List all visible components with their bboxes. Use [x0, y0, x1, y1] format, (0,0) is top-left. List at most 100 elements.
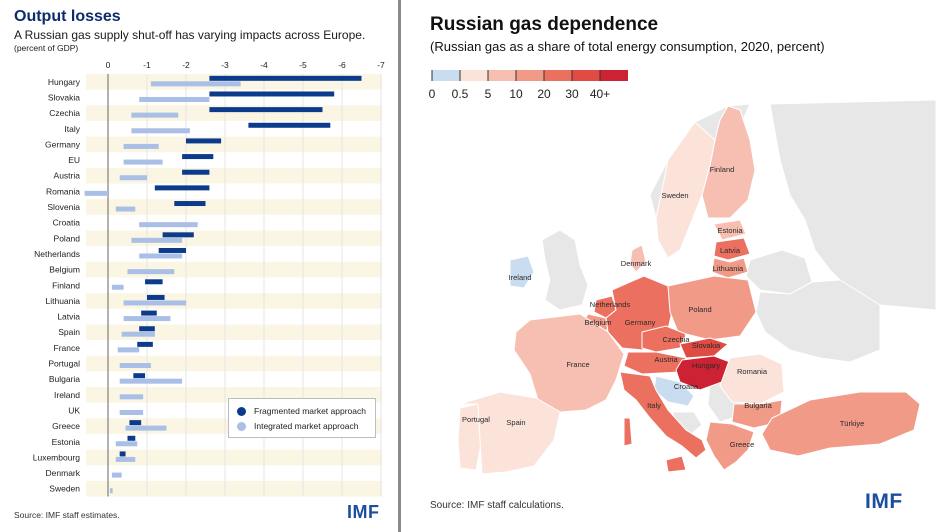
map-label-romania: Romania — [737, 367, 768, 376]
bar-fragmented-bulgaria — [133, 373, 146, 379]
left-chart-unit-note: (percent of GDP) — [14, 43, 79, 53]
bar-fragmented-finland — [145, 279, 163, 285]
bar-integrated-eu — [123, 159, 163, 165]
bar-integrated-czechia — [131, 112, 179, 118]
x-tick-label: -6 — [338, 60, 346, 70]
bar-fragmented-romania — [154, 185, 210, 191]
region-italy-sicily — [665, 455, 687, 473]
legend-swatch-bin-5 — [572, 70, 600, 81]
bar-integrated-slovenia — [115, 206, 136, 212]
region-latvia — [713, 237, 751, 261]
gas-dependence-panel: Russian gas dependence (Russian gas as a… — [410, 0, 936, 532]
region-slovakia — [679, 337, 729, 359]
category-label-eu: EU — [68, 155, 80, 165]
category-label-austria: Austria — [54, 171, 81, 181]
map-subtitle: (Russian gas as a share of total energy … — [430, 39, 825, 54]
x-tick-label: 0 — [106, 60, 111, 70]
x-tick-label: -5 — [299, 60, 307, 70]
legend-bin-label-1: 0.5 — [452, 87, 469, 100]
map-label-denmark: Denmark — [621, 259, 652, 268]
category-label-slovenia: Slovenia — [47, 202, 80, 212]
bar-integrated-spain — [121, 331, 155, 337]
map-label-netherlands: Netherlands — [590, 300, 631, 309]
region-france — [513, 313, 625, 413]
left-chart-subtitle: A Russian gas supply shut-off has varyin… — [14, 28, 366, 42]
bar-integrated-denmark — [111, 472, 122, 478]
bar-fragmented-austria — [182, 169, 210, 175]
region-czechia — [641, 325, 687, 353]
bar-integrated-croatia — [139, 222, 198, 228]
category-label-finland: Finland — [52, 280, 80, 290]
row-band — [86, 167, 382, 184]
x-tick-label: -1 — [143, 60, 151, 70]
map-label-spain: Spain — [506, 418, 525, 427]
bar-fragmented-greece — [129, 420, 142, 426]
bar-fragmented-spain — [139, 326, 155, 332]
legend-swatch-bin-3 — [516, 70, 544, 81]
bar-integrated-latvia — [123, 316, 171, 322]
category-label-portugal: Portugal — [48, 359, 80, 369]
land-non-data-1 — [769, 100, 936, 311]
category-label-spain: Spain — [58, 327, 80, 337]
bar-fragmented-france — [137, 341, 153, 347]
x-tick-label: -3 — [221, 60, 229, 70]
bar-integrated-portugal — [119, 363, 151, 369]
map-label-czechia: Czechia — [662, 335, 690, 344]
category-label-hungary: Hungary — [48, 77, 81, 87]
map-label-estonia: Estonia — [717, 226, 743, 235]
category-label-estonia: Estonia — [52, 437, 81, 447]
bar-integrated-lithuania — [123, 300, 186, 306]
category-label-denmark: Denmark — [46, 468, 81, 478]
x-tick-label: -4 — [260, 60, 268, 70]
bar-integrated-estonia — [115, 441, 138, 447]
map-label-france: France — [566, 360, 589, 369]
map-label-belgium: Belgium — [584, 318, 611, 327]
x-tick-label: -2 — [182, 60, 190, 70]
category-label-croatia: Croatia — [53, 218, 81, 228]
bar-fragmented-estonia — [127, 435, 136, 441]
region-romania — [719, 353, 785, 405]
category-label-italy: Italy — [64, 124, 80, 134]
bar-integrated-germany — [123, 143, 159, 149]
bar-integrated-ireland — [119, 394, 144, 400]
bar-integrated-italy — [131, 128, 190, 134]
map-label-italy: Italy — [647, 401, 661, 410]
bar-integrated-luxembourg — [115, 456, 136, 462]
map-label-portugal: Portugal — [462, 415, 490, 424]
bar-fragmented-slovenia — [174, 201, 206, 207]
bar-fragmented-slovakia — [209, 91, 335, 97]
imf-logo-right: IMF — [865, 490, 903, 513]
region-greece — [705, 421, 755, 471]
bar-integrated-poland — [131, 237, 183, 243]
category-label-germany: Germany — [45, 139, 81, 149]
europe-choropleth-map: Finland Sweden Estonia Latvia Lithuania Denma… — [457, 100, 936, 475]
legend-swatch-bin-2 — [488, 70, 516, 81]
bar-integrated-hungary — [150, 81, 241, 87]
region-finland — [701, 105, 756, 219]
category-label-poland: Poland — [54, 233, 81, 243]
category-label-luxembourg: Luxembourg — [33, 452, 81, 462]
legend-swatch-bin-0 — [432, 70, 460, 81]
row-band — [86, 355, 382, 372]
category-label-romania: Romania — [46, 186, 80, 196]
region-italy — [619, 371, 707, 459]
legend-bin-label-2: 5 — [485, 87, 492, 100]
left-chart-title: Output losses — [14, 8, 121, 25]
row-band — [86, 199, 382, 215]
bar-fragmented-eu — [182, 154, 214, 160]
land-non-data-4 — [541, 229, 589, 311]
legend-bin-label-0: 0 — [429, 87, 436, 100]
legend-bin-label-5: 30 — [565, 87, 579, 100]
region-spain — [459, 391, 561, 475]
bar-integrated-netherlands — [139, 253, 183, 259]
legend-bin-label-6: 40+ — [590, 87, 610, 100]
map-label-austria: Austria — [654, 355, 678, 364]
category-label-czechia: Czechia — [49, 108, 80, 118]
map-label-finland: Finland — [710, 165, 735, 174]
category-label-greece: Greece — [52, 421, 80, 431]
legend-swatch-fragmented — [237, 406, 246, 416]
bar-fragmented-latvia — [141, 310, 157, 316]
category-label-netherlands: Netherlands — [34, 249, 80, 259]
region-ireland — [509, 255, 535, 289]
imf-logo-left: IMF — [347, 502, 380, 522]
